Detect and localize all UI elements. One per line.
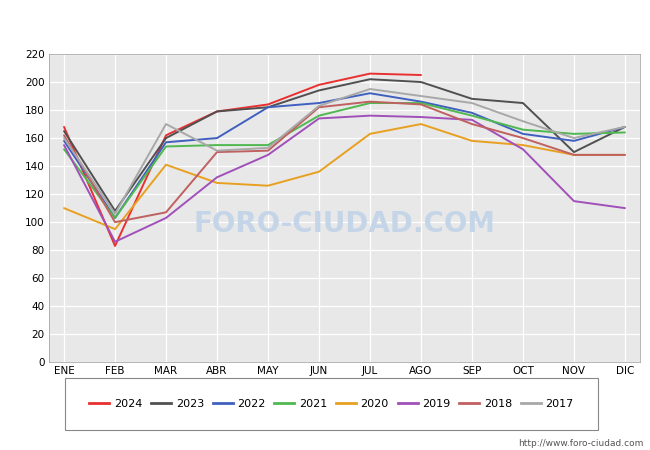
- FancyBboxPatch shape: [65, 378, 598, 430]
- Text: FORO-CIUDAD.COM: FORO-CIUDAD.COM: [194, 210, 495, 238]
- Text: Afiliados en Torrent a 31/8/2024: Afiliados en Torrent a 31/8/2024: [192, 14, 458, 32]
- Text: http://www.foro-ciudad.com: http://www.foro-ciudad.com: [518, 439, 644, 448]
- Legend: 2024, 2023, 2022, 2021, 2020, 2019, 2018, 2017: 2024, 2023, 2022, 2021, 2020, 2019, 2018…: [90, 399, 573, 409]
